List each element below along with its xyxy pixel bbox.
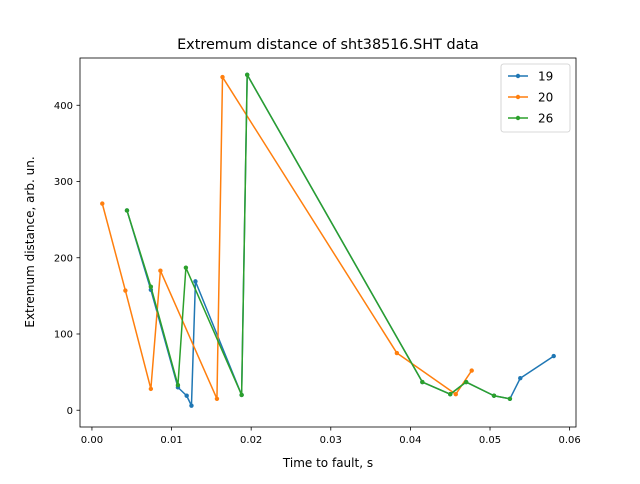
data-point-20 xyxy=(100,201,105,206)
y-axis-label: Extremum distance, arb. un. xyxy=(23,156,37,327)
legend-label: 26 xyxy=(538,112,553,126)
x-tick-label: 0.03 xyxy=(320,435,342,446)
data-point-19 xyxy=(184,393,189,398)
data-point-20 xyxy=(469,368,474,373)
x-tick-label: 0.04 xyxy=(399,435,421,446)
data-point-20 xyxy=(123,288,128,293)
data-point-20 xyxy=(148,386,154,392)
data-point-20 xyxy=(220,74,225,80)
legend-marker-26 xyxy=(515,115,521,121)
data-point-26 xyxy=(239,392,244,398)
data-point-26 xyxy=(183,265,189,270)
x-tick-label: 0.00 xyxy=(81,435,103,446)
y-tick-label: 400 xyxy=(54,101,73,112)
plot-series xyxy=(100,72,556,408)
data-point-19 xyxy=(189,403,194,408)
data-point-20 xyxy=(214,396,220,401)
y-tick-label: 0 xyxy=(67,406,73,417)
x-tick-label: 0.02 xyxy=(240,435,262,446)
x-tick-label: 0.06 xyxy=(558,435,580,446)
data-point-26 xyxy=(463,379,469,385)
x-tick-label: 0.05 xyxy=(479,435,501,446)
data-point-19 xyxy=(193,279,198,284)
data-point-19 xyxy=(551,353,556,359)
data-point-26 xyxy=(175,382,181,388)
legend-box xyxy=(500,63,571,133)
plot-frame xyxy=(79,57,577,428)
x-axis-label: Time to fault, s xyxy=(282,456,373,470)
data-point-26 xyxy=(244,72,250,77)
data-point-26 xyxy=(420,379,425,385)
data-point-26 xyxy=(148,284,154,289)
y-tick-label: 100 xyxy=(54,330,73,341)
legend-label: 20 xyxy=(538,91,553,105)
legend-label: 19 xyxy=(538,70,553,84)
data-point-26 xyxy=(448,392,453,397)
x-tick-label: 0.01 xyxy=(160,435,182,446)
data-point-20 xyxy=(453,392,458,397)
axis-ticks: 0.00 0.01 0.02 0.03 0.04 0.05 0.06 0 100 200 300 40… xyxy=(54,101,581,446)
legend-marker-20 xyxy=(515,94,521,100)
data-point-26 xyxy=(491,393,497,398)
chart-title: Extremum distance of sht38516.SHT data xyxy=(177,37,479,53)
data-point-20 xyxy=(158,268,163,273)
data-point-26 xyxy=(124,208,130,213)
y-tick-label: 300 xyxy=(54,177,73,188)
data-point-26 xyxy=(507,396,513,401)
legend: 19 20 26 xyxy=(500,63,571,133)
data-point-19 xyxy=(518,376,523,381)
y-tick-label: 200 xyxy=(54,253,73,264)
legend-marker-19 xyxy=(515,73,521,79)
data-point-20 xyxy=(394,350,400,356)
